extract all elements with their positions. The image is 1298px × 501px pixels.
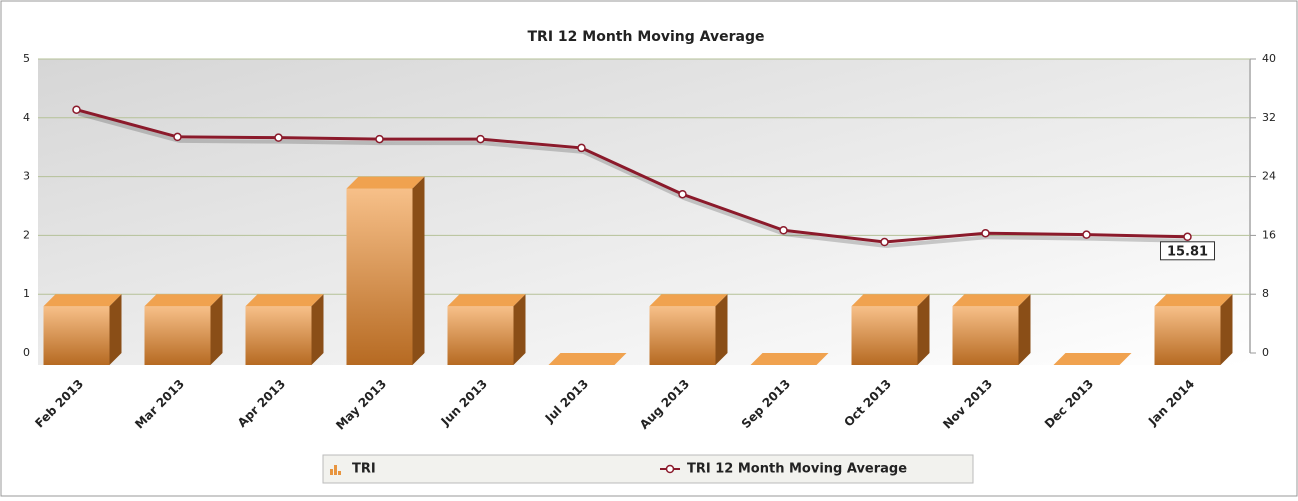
point (375, 134, 384, 144)
y-tick-label: 0 (23, 346, 30, 359)
y-tick-label: 1 (23, 287, 30, 300)
legend-swatch (665, 464, 675, 474)
bar-front (43, 306, 110, 365)
bar-side (715, 294, 728, 365)
point (981, 228, 990, 238)
legend-label: TRI (352, 462, 376, 477)
y-tick-label: 3 (23, 170, 30, 183)
point (1082, 230, 1091, 239)
bar-top (851, 294, 930, 307)
legend-swatch (330, 469, 333, 475)
bar-side (311, 294, 324, 365)
line (76, 108, 1188, 244)
bar-top (43, 294, 122, 307)
legend-label: TRI 12 Month Moving Average (687, 462, 907, 477)
point (577, 143, 586, 153)
bar-top (952, 294, 1031, 307)
point (173, 132, 182, 142)
bar-top (447, 294, 526, 307)
bar-side (513, 294, 526, 365)
bar-top (346, 176, 425, 189)
legend-swatch (334, 465, 337, 475)
bar-top (144, 294, 223, 307)
bar-top (1154, 294, 1233, 307)
bar-front (346, 188, 413, 365)
point (1183, 232, 1192, 242)
bar-top (1053, 353, 1132, 365)
plot-area (38, 59, 1250, 365)
bar-front (649, 306, 716, 365)
bar-side (210, 294, 223, 365)
bar-top (649, 294, 728, 307)
legend (322, 454, 974, 484)
y2-tick-label: 0 (1262, 346, 1269, 359)
bar-front (144, 306, 211, 365)
y2-tick-label: 16 (1262, 228, 1276, 241)
y-tick-label: 5 (23, 52, 30, 65)
bar-side (917, 294, 930, 365)
y2-tick-label: 40 (1262, 52, 1276, 65)
chart-title: TRI 12 Month Moving Average (528, 29, 765, 45)
bar-top (245, 294, 324, 307)
data-label-box (1160, 241, 1215, 261)
bar-side (109, 294, 122, 365)
bar-top (548, 353, 627, 365)
y-tick-label: 2 (23, 228, 30, 241)
y-tick-label: 4 (23, 111, 30, 124)
line-shadow (77, 111, 1190, 249)
bar-front (1154, 306, 1221, 365)
point (274, 133, 283, 142)
point (678, 189, 687, 199)
bar-front (851, 306, 918, 365)
bar-front (447, 306, 514, 365)
bar-top (750, 353, 829, 365)
bar-front (245, 306, 312, 365)
y2-tick-label: 24 (1262, 170, 1276, 183)
y2-tick-label: 8 (1262, 287, 1269, 300)
y2-tick-label: 32 (1262, 111, 1276, 124)
point (72, 105, 81, 114)
point (880, 237, 889, 247)
bar-side (1220, 294, 1233, 365)
bar-side (1018, 294, 1031, 365)
bar-front (952, 306, 1019, 365)
legend-swatch (338, 471, 341, 475)
point (779, 226, 788, 235)
data-label: 15.81 (1167, 244, 1208, 259)
bar-side (412, 176, 425, 365)
point (476, 134, 485, 144)
